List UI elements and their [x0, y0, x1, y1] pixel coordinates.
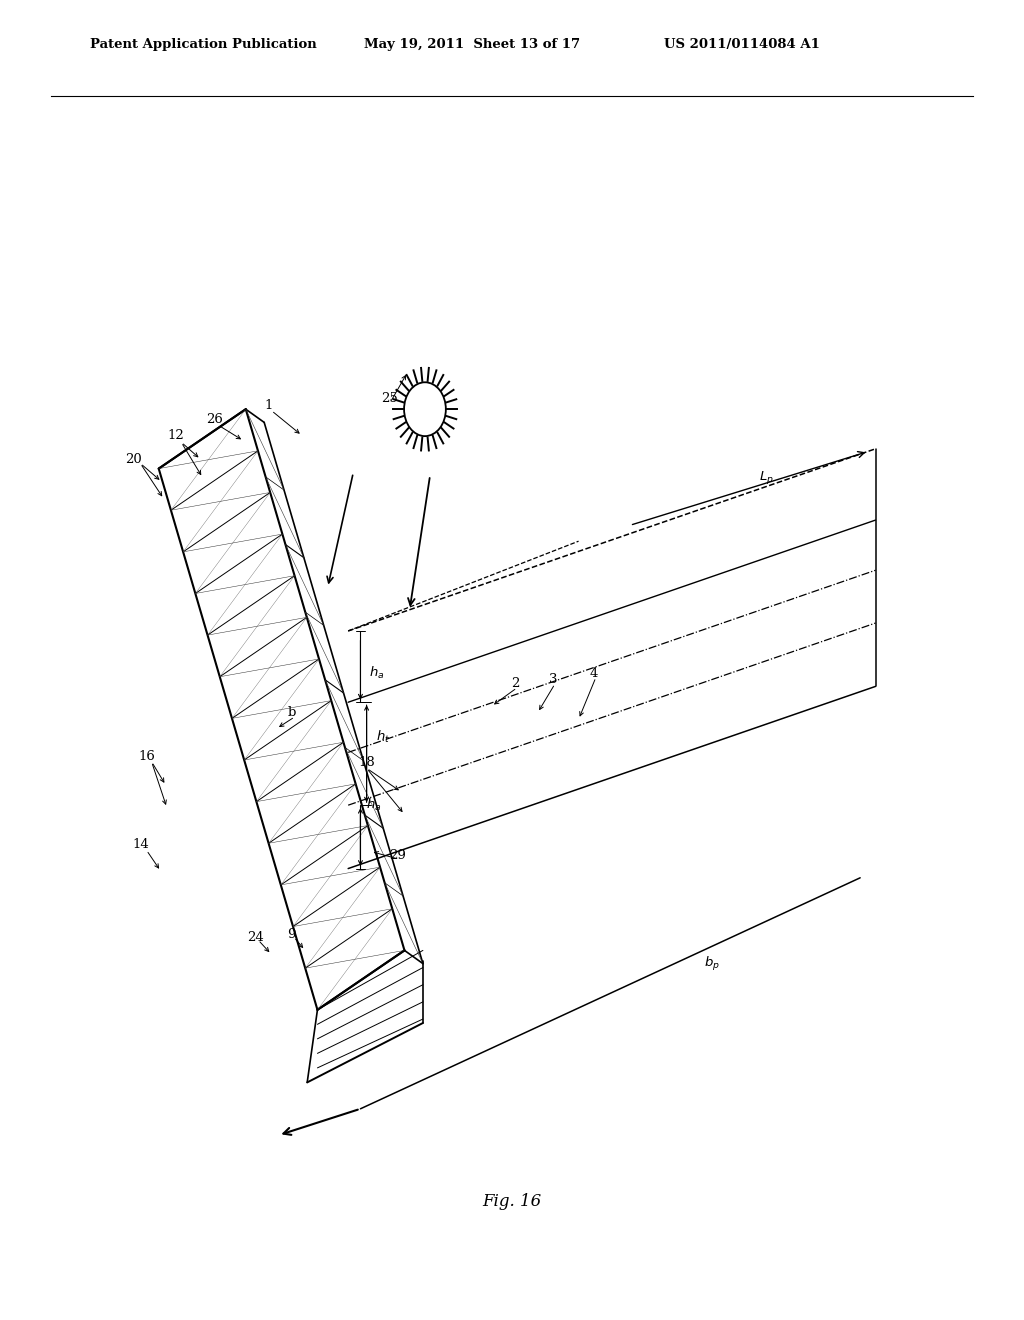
Text: 29: 29 — [389, 849, 406, 862]
Text: 1: 1 — [264, 399, 272, 412]
Text: $h_a$: $h_a$ — [366, 797, 382, 813]
Text: 3: 3 — [549, 673, 557, 686]
Text: $h_a$: $h_a$ — [369, 665, 385, 681]
Text: US 2011/0114084 A1: US 2011/0114084 A1 — [664, 37, 819, 50]
Text: $h_t$: $h_t$ — [376, 729, 390, 744]
Text: $L_p$: $L_p$ — [759, 470, 773, 486]
Text: $b_p$: $b_p$ — [703, 954, 720, 973]
Text: 18: 18 — [358, 756, 375, 770]
Text: 26: 26 — [207, 413, 223, 426]
Text: 16: 16 — [138, 750, 155, 763]
Text: 14: 14 — [133, 838, 150, 851]
Text: 4: 4 — [590, 667, 598, 680]
Text: 20: 20 — [125, 453, 141, 466]
Text: 25: 25 — [381, 392, 397, 405]
Text: Fig. 16: Fig. 16 — [482, 1193, 542, 1209]
Text: b: b — [288, 706, 296, 719]
Text: 24: 24 — [248, 931, 264, 944]
Text: May 19, 2011  Sheet 13 of 17: May 19, 2011 Sheet 13 of 17 — [364, 37, 580, 50]
Text: 2: 2 — [511, 677, 519, 690]
Text: Patent Application Publication: Patent Application Publication — [90, 37, 316, 50]
Text: 12: 12 — [168, 429, 184, 442]
Text: 9: 9 — [288, 928, 296, 941]
